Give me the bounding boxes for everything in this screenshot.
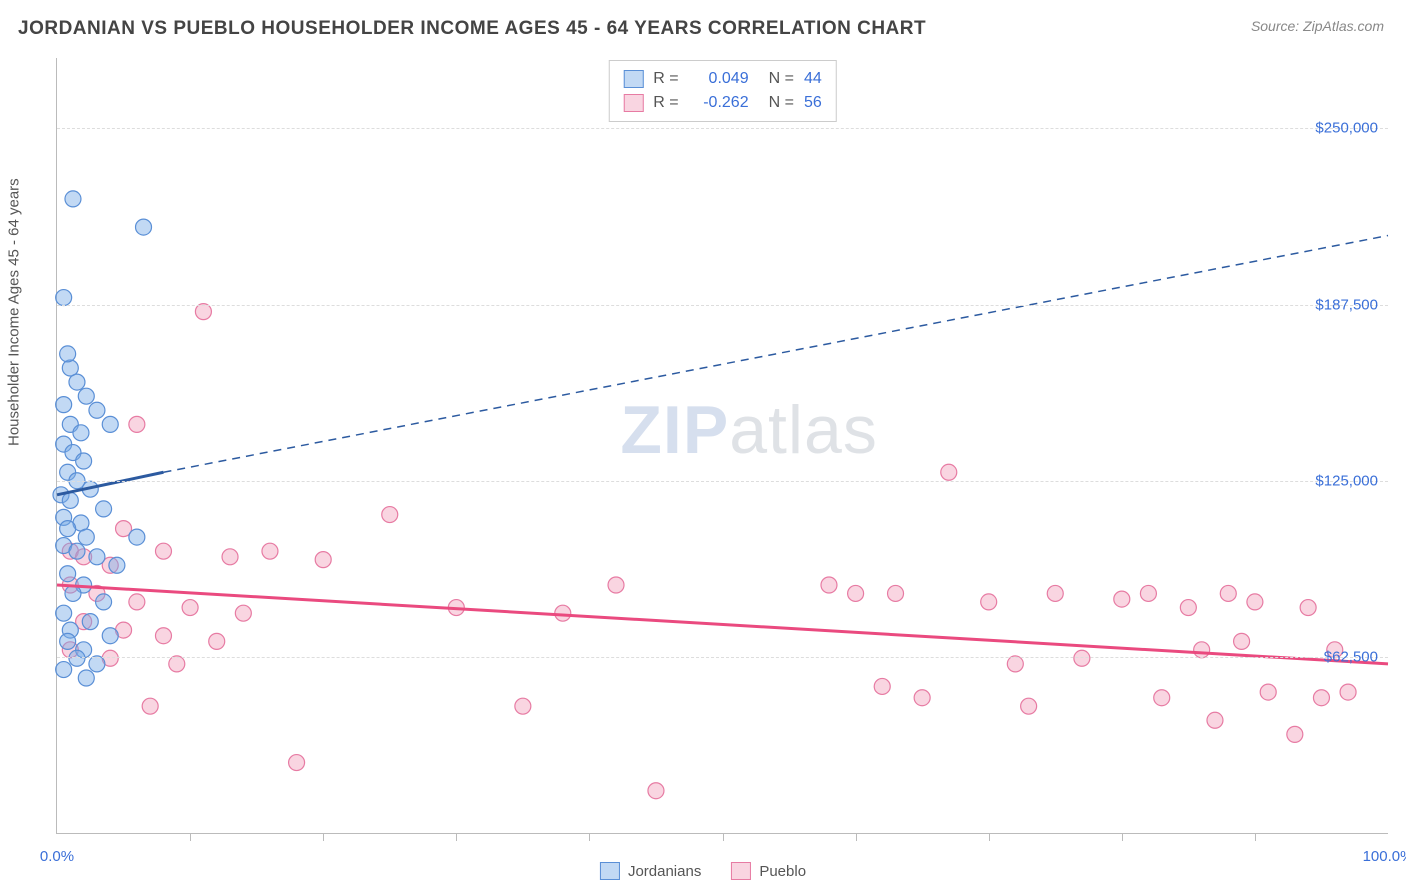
x-axis-label: 0.0% <box>40 848 74 865</box>
source-attribution: Source: ZipAtlas.com <box>1251 18 1384 34</box>
swatch-jordanian-icon <box>600 862 620 880</box>
swatch-pueblo <box>623 94 643 112</box>
legend-item-pueblo: Pueblo <box>731 862 806 880</box>
y-tick-label: $62,500 <box>1324 648 1378 665</box>
stats-row-pueblo: R = -0.262 N = 56 <box>623 91 821 115</box>
series-legend: Jordanians Pueblo <box>600 862 806 880</box>
stats-row-jordanian: R = 0.049 N = 44 <box>623 67 821 91</box>
scatter-chart: ZIPatlas R = 0.049 N = 44 R = -0.262 N =… <box>56 58 1388 834</box>
x-axis-label: 100.0% <box>1363 848 1406 865</box>
y-tick-label: $187,500 <box>1315 296 1378 313</box>
chart-header: JORDANIAN VS PUEBLO HOUSEHOLDER INCOME A… <box>0 0 1406 48</box>
y-tick-label: $250,000 <box>1315 120 1378 137</box>
stats-legend: R = 0.049 N = 44 R = -0.262 N = 56 <box>608 60 836 122</box>
plot-svg <box>57 58 1388 833</box>
y-tick-label: $125,000 <box>1315 472 1378 489</box>
legend-item-jordanian: Jordanians <box>600 862 701 880</box>
swatch-jordanian <box>623 70 643 88</box>
swatch-pueblo-icon <box>731 862 751 880</box>
chart-title: JORDANIAN VS PUEBLO HOUSEHOLDER INCOME A… <box>18 18 926 40</box>
y-axis-label: Householder Income Ages 45 - 64 years <box>6 178 23 446</box>
